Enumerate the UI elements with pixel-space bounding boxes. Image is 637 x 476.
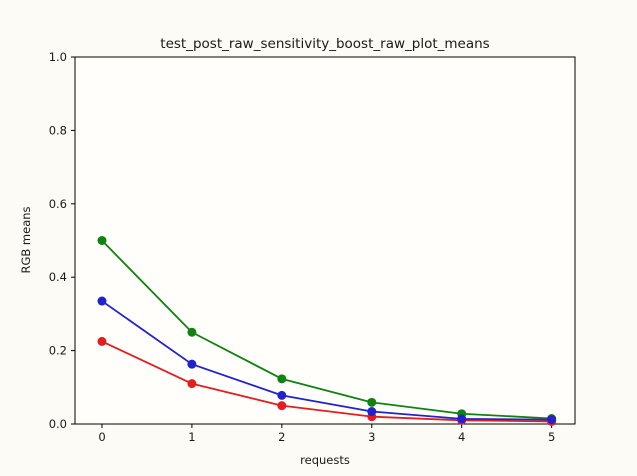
y-tick-label: 0.0 xyxy=(49,417,67,431)
y-axis-label: RGB means xyxy=(19,206,33,273)
x-tick-label: 4 xyxy=(458,430,465,444)
y-tick-label: 1.0 xyxy=(49,50,67,64)
axes-layer: 0.0 0.2 0.4 0.6 0.8 1.0 0 1 2 3 4 5 xyxy=(49,50,576,444)
y-tick-label: 0.4 xyxy=(49,270,67,284)
data-point-red xyxy=(187,379,197,389)
data-point-red xyxy=(97,336,107,346)
axes-box xyxy=(74,56,576,425)
series-layer xyxy=(97,236,557,426)
data-point-red xyxy=(277,401,287,411)
x-tick-label: 2 xyxy=(278,430,285,444)
data-point-blue xyxy=(367,407,377,417)
y-tick-label: 0.8 xyxy=(49,123,67,137)
data-point-blue xyxy=(187,359,197,369)
chart-title: test_post_raw_sensitivity_boost_raw_plot… xyxy=(160,36,489,52)
x-tick-label: 1 xyxy=(188,430,195,444)
data-point-green xyxy=(187,327,197,337)
series-line-green xyxy=(101,239,553,420)
series-line-blue xyxy=(101,300,553,421)
data-point-green xyxy=(277,374,287,384)
data-point-blue xyxy=(457,414,467,424)
series-line-red xyxy=(101,340,553,423)
data-point-blue xyxy=(547,415,557,425)
x-tick-label: 0 xyxy=(98,430,105,444)
data-point-blue xyxy=(97,296,107,306)
y-tick-label: 0.6 xyxy=(49,197,67,211)
x-tick-label: 3 xyxy=(368,430,375,444)
data-point-green xyxy=(367,397,377,407)
y-tick-label: 0.2 xyxy=(49,344,67,358)
data-point-blue xyxy=(277,390,287,400)
x-tick-label: 5 xyxy=(548,430,555,444)
data-point-green xyxy=(97,236,107,245)
x-axis-label: requests xyxy=(300,453,350,467)
